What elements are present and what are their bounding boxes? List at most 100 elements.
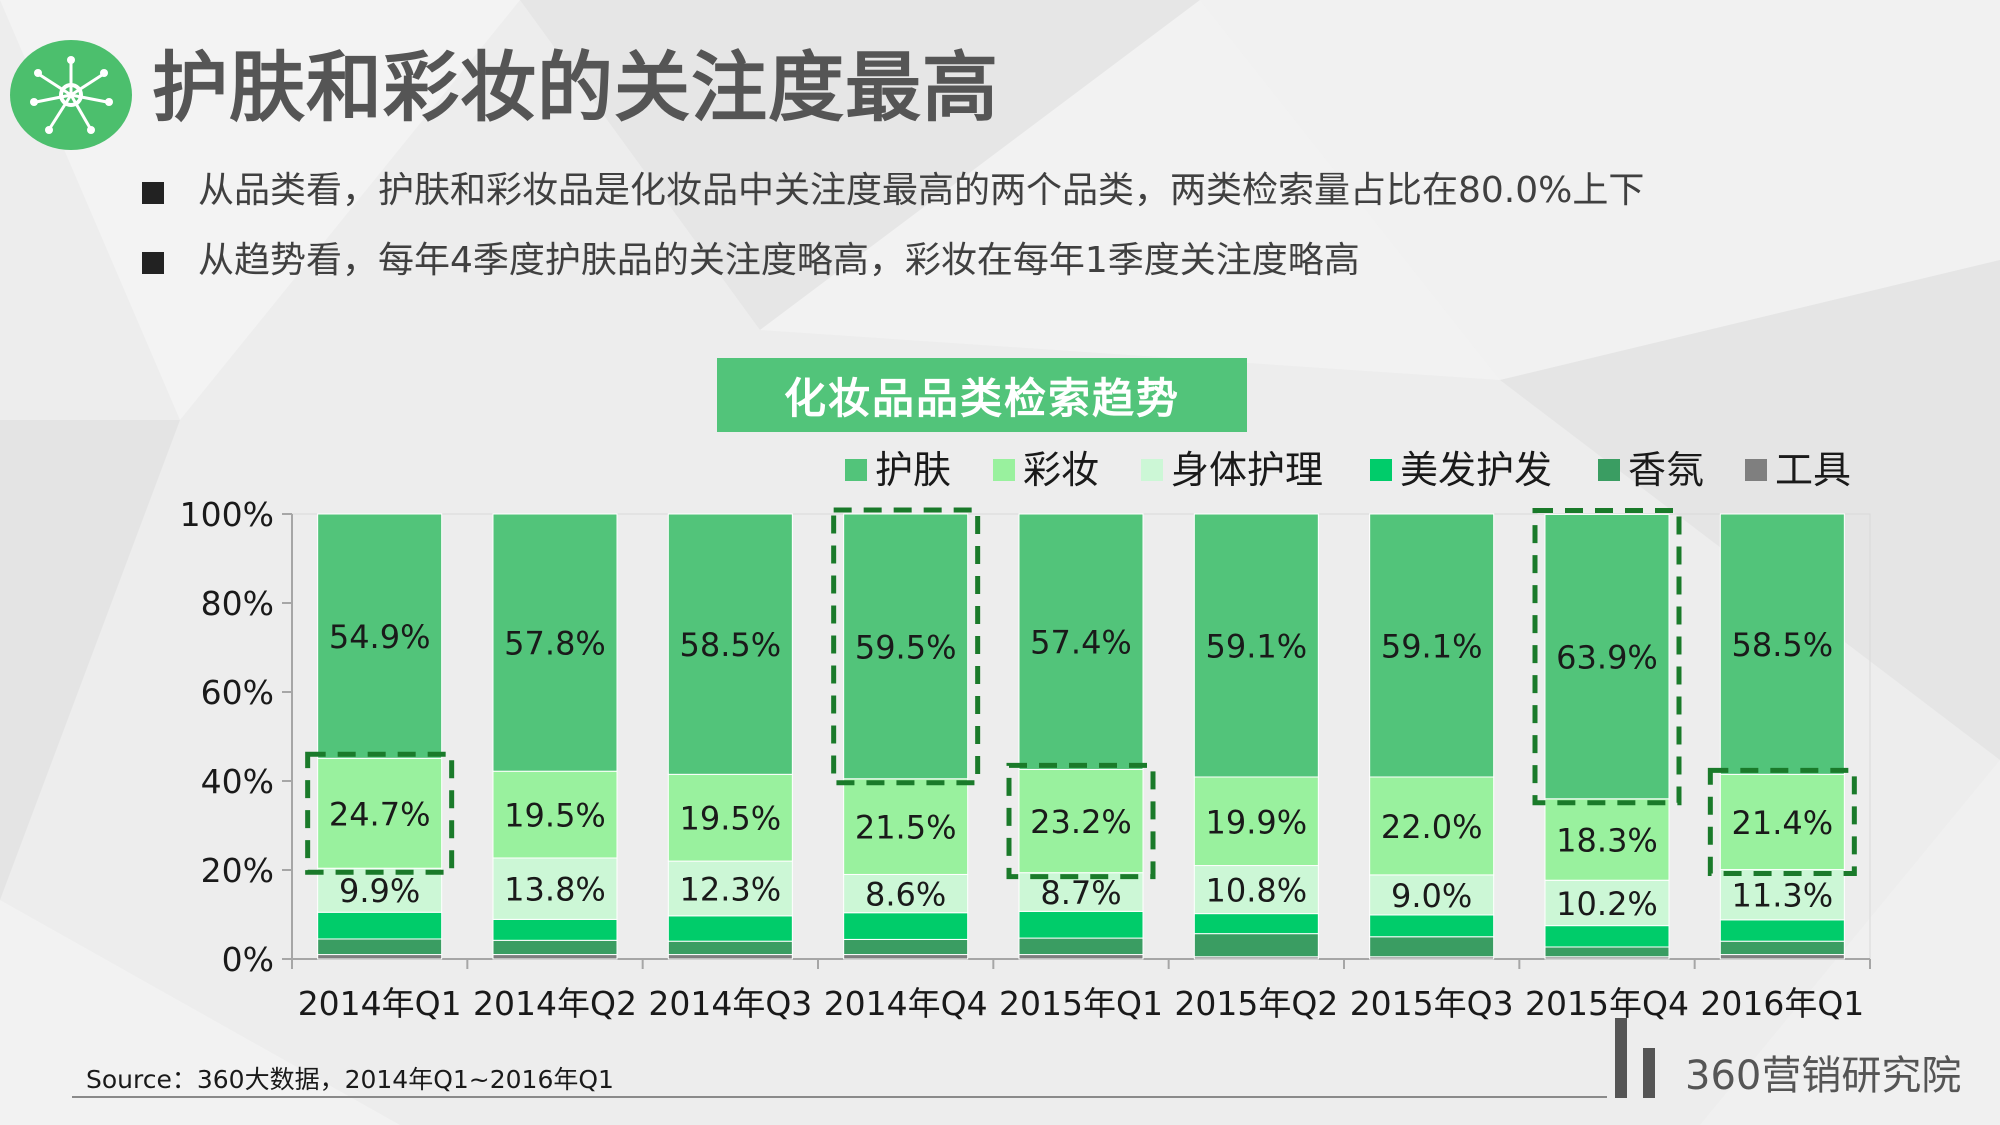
x-tick-label: 2015年Q2 [1174, 984, 1338, 1023]
bar-segment [843, 513, 969, 780]
highlight-box [1707, 767, 1857, 877]
bar-segment [1193, 933, 1319, 958]
bar-segment [843, 912, 969, 940]
x-tick-label: 2015年Q4 [1525, 984, 1689, 1023]
legend-swatch [1370, 459, 1392, 481]
bar-segment [1369, 914, 1495, 938]
bar-segment [1544, 798, 1670, 881]
data-label: 59.1% [1381, 627, 1483, 665]
x-tick-label: 2014年Q1 [298, 984, 462, 1023]
data-label: 19.5% [504, 797, 606, 835]
highlight-box [1006, 762, 1156, 880]
legend-swatch [1598, 459, 1620, 481]
x-tick-label: 2014年Q3 [648, 984, 812, 1023]
bar-segment [1719, 940, 1845, 956]
data-label: 57.8% [504, 625, 606, 663]
brand-logo: 360营销研究院 [1615, 1018, 1995, 1102]
chart-title-banner: 化妆品品类检索趋势 [717, 358, 1247, 432]
data-label: 9.9% [339, 872, 420, 910]
bullet-text: 从趋势看，每年4季度护肤品的关注度略高，彩妆在每年1季度关注度略高 [198, 240, 1360, 281]
data-label: 58.5% [680, 626, 782, 664]
x-tick-label: 2015年Q3 [1350, 984, 1514, 1023]
bar-segment [492, 939, 618, 956]
bar-segment [317, 513, 443, 759]
legend-label: 身体护理 [1171, 448, 1324, 492]
data-label: 18.3% [1556, 822, 1658, 860]
bar-segment [843, 873, 969, 914]
bar-segment [843, 954, 969, 960]
bar-segment [667, 915, 793, 942]
bar-segment [843, 778, 969, 875]
data-label: 8.7% [1040, 874, 1121, 912]
y-tick-label: 100% [180, 495, 274, 534]
bar-segment [1544, 925, 1670, 948]
bar-segment [1193, 513, 1319, 778]
y-tick-label: 0% [222, 940, 274, 979]
bar-segment [1719, 954, 1845, 960]
legend-label: 香氛 [1628, 448, 1705, 492]
legend-swatch [1745, 459, 1767, 481]
legend-swatch [993, 459, 1015, 481]
brand-name: 360营销研究院 [1685, 1053, 1962, 1099]
data-label: 24.7% [329, 795, 431, 833]
bar-segment [492, 954, 618, 960]
bar-segment [492, 513, 618, 772]
bar-segment [667, 860, 793, 917]
x-tick-label: 2014年Q4 [824, 984, 988, 1023]
bar-segment [667, 940, 793, 956]
data-label: 59.1% [1206, 627, 1308, 665]
data-label: 9.0% [1391, 877, 1472, 915]
y-tick-label: 40% [201, 762, 274, 801]
bar-segment [1719, 513, 1845, 775]
bar-segment [317, 757, 443, 869]
legend-swatch [845, 459, 867, 481]
legend-label: 护肤 [875, 448, 952, 492]
data-label: 10.2% [1556, 885, 1658, 923]
bar-segment [1018, 954, 1144, 960]
logo-badge [10, 40, 132, 150]
data-label: 19.5% [680, 800, 782, 838]
bar-segment [1544, 879, 1670, 927]
bar-segment [1544, 946, 1670, 958]
bar-segment [1018, 937, 1144, 956]
square-bullet-icon [142, 252, 164, 274]
y-tick-label: 20% [201, 851, 274, 890]
bullet-text: 从品类看，护肤和彩妆品是化妆品中关注度最高的两个品类，两类检索量占比在80.0%… [198, 170, 1645, 211]
network-icon [30, 56, 113, 134]
data-label: 12.3% [680, 870, 782, 908]
highlight-box [305, 751, 455, 875]
page-title: 护肤和彩妆的关注度最高 [152, 43, 999, 132]
data-label: 23.2% [1030, 803, 1132, 841]
bar-segment [317, 867, 443, 913]
bar-segment [1719, 773, 1845, 871]
chart-title: 化妆品品类检索趋势 [783, 373, 1180, 423]
data-label: 21.4% [1732, 804, 1834, 842]
legend-swatch [1141, 459, 1163, 481]
brand-bar [1643, 1048, 1655, 1098]
bar-segment [1193, 913, 1319, 935]
bar-segment [1369, 776, 1495, 876]
bar-segment [1193, 776, 1319, 867]
data-label: 54.9% [329, 618, 431, 656]
legend-label: 美发护发 [1400, 448, 1553, 492]
legend-label: 工具 [1775, 448, 1852, 492]
legend-label: 彩妆 [1023, 448, 1100, 492]
bar-segment [1018, 910, 1144, 939]
data-label: 19.9% [1206, 803, 1308, 841]
bar-segment [1369, 936, 1495, 958]
data-label: 13.8% [504, 871, 606, 909]
square-bullet-icon [142, 182, 164, 204]
x-tick-label: 2016年Q1 [1700, 984, 1864, 1023]
bar-segment [1193, 865, 1319, 915]
data-label: 8.6% [865, 876, 946, 914]
bar-segment [667, 954, 793, 960]
bar-segment [492, 857, 618, 920]
bar-segment [1544, 513, 1670, 800]
highlight-box [831, 507, 981, 786]
x-tick-label: 2015年Q1 [999, 984, 1163, 1023]
bar-segment [843, 938, 969, 956]
data-label: 22.0% [1381, 808, 1483, 846]
data-label: 21.5% [855, 809, 957, 847]
